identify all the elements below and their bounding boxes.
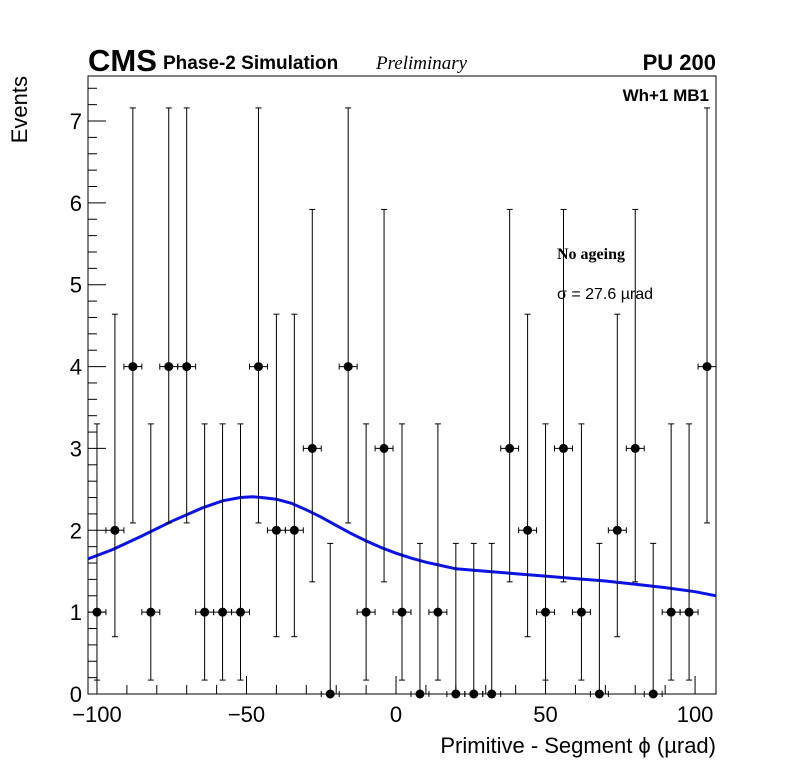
data-point <box>505 443 515 453</box>
data-point-group <box>643 542 663 699</box>
data-point-group <box>213 423 233 681</box>
plot-border <box>87 75 717 695</box>
data-point <box>182 362 192 372</box>
data-point <box>630 443 640 453</box>
preliminary-label: Preliminary <box>375 53 468 74</box>
data-point-group <box>679 423 699 681</box>
data-point <box>433 607 443 617</box>
data-point-group <box>518 313 538 638</box>
data-point-group <box>625 208 645 583</box>
data-point-group <box>105 313 125 638</box>
x-tick-label: −100 <box>72 702 122 727</box>
y-tick-label: 5 <box>70 273 82 298</box>
y-tick-label: 7 <box>70 109 82 134</box>
data-point-group <box>177 107 197 524</box>
data-point-group <box>536 423 556 681</box>
data-point-group <box>141 423 161 681</box>
experiment-label: CMS <box>88 43 157 78</box>
data-point-group <box>500 208 520 583</box>
data-point <box>164 362 174 372</box>
data-point <box>200 607 210 617</box>
y-axis-title: Events <box>7 76 32 143</box>
data-point <box>307 443 317 453</box>
data-point <box>110 525 120 535</box>
data-point <box>487 689 497 699</box>
data-point <box>146 607 156 617</box>
data-point-group <box>302 208 322 583</box>
data-point-group <box>697 107 717 524</box>
data-point <box>523 525 533 535</box>
data-layer <box>87 107 717 699</box>
data-point-group <box>374 208 394 583</box>
data-point-group <box>661 423 681 681</box>
data-point <box>684 607 694 617</box>
x-axis-title: Primitive - Segment ϕ (µrad) <box>440 733 716 758</box>
data-point-group <box>338 107 358 524</box>
data-point <box>541 607 551 617</box>
data-point-group <box>428 423 448 681</box>
data-point <box>702 362 712 372</box>
data-point <box>451 689 461 699</box>
data-point-group <box>482 542 502 699</box>
data-point-group <box>446 542 466 699</box>
data-point <box>236 607 246 617</box>
data-point-group <box>123 107 143 524</box>
data-point <box>128 362 138 372</box>
data-point <box>379 443 389 453</box>
data-point-group <box>356 423 376 681</box>
x-tick-label: −50 <box>228 702 265 727</box>
data-point-group <box>248 107 268 524</box>
data-point-group <box>607 313 627 638</box>
y-tick-label: 6 <box>70 191 82 216</box>
data-point <box>92 607 102 617</box>
data-point <box>415 689 425 699</box>
data-point-group <box>571 423 591 681</box>
data-point-group <box>159 107 179 524</box>
data-point <box>612 525 622 535</box>
data-point-group <box>87 423 107 681</box>
data-point <box>343 362 353 372</box>
x-tick-label: 50 <box>533 702 557 727</box>
y-tick-label: 0 <box>70 682 82 707</box>
data-point-group <box>231 423 250 681</box>
y-tick-label: 3 <box>70 436 82 461</box>
data-point-group <box>554 208 573 583</box>
data-point-group <box>589 542 609 699</box>
simulation-label: Phase-2 Simulation <box>163 53 338 74</box>
y-tick-label: 1 <box>70 600 82 625</box>
data-point-group <box>284 313 304 638</box>
data-point-group <box>266 313 286 638</box>
data-point <box>218 607 228 617</box>
legend-title: No ageing <box>557 246 625 263</box>
data-point <box>271 525 281 535</box>
data-point <box>325 689 335 699</box>
axis-ticks: −100 −50 0 50 100 0 1 2 3 4 5 6 7 <box>70 87 714 727</box>
data-point <box>648 689 658 699</box>
data-point <box>469 689 479 699</box>
y-tick-label: 2 <box>70 518 82 543</box>
data-point <box>397 607 407 617</box>
pileup-label: PU 200 <box>643 50 716 75</box>
data-point <box>558 443 568 453</box>
text-layer: CMS Phase-2 Simulation Preliminary PU 20… <box>7 43 716 758</box>
x-tick-label: 0 <box>390 702 402 727</box>
data-point-group <box>320 542 340 699</box>
station-label: Wh+1 MB1 <box>623 86 709 105</box>
data-point-group <box>464 542 484 699</box>
data-point <box>666 607 676 617</box>
x-tick-label: 100 <box>677 702 714 727</box>
plot-frame <box>87 75 717 695</box>
data-point <box>253 362 263 372</box>
y-tick-label: 4 <box>70 355 82 380</box>
data-point <box>361 607 371 617</box>
data-point <box>594 689 604 699</box>
data-point-group <box>392 423 412 681</box>
fit-sigma-label: σ = 27.6 µrad <box>557 286 653 303</box>
data-point-group <box>195 423 215 681</box>
data-point <box>289 525 299 535</box>
data-point <box>576 607 586 617</box>
data-point-group <box>410 542 430 699</box>
